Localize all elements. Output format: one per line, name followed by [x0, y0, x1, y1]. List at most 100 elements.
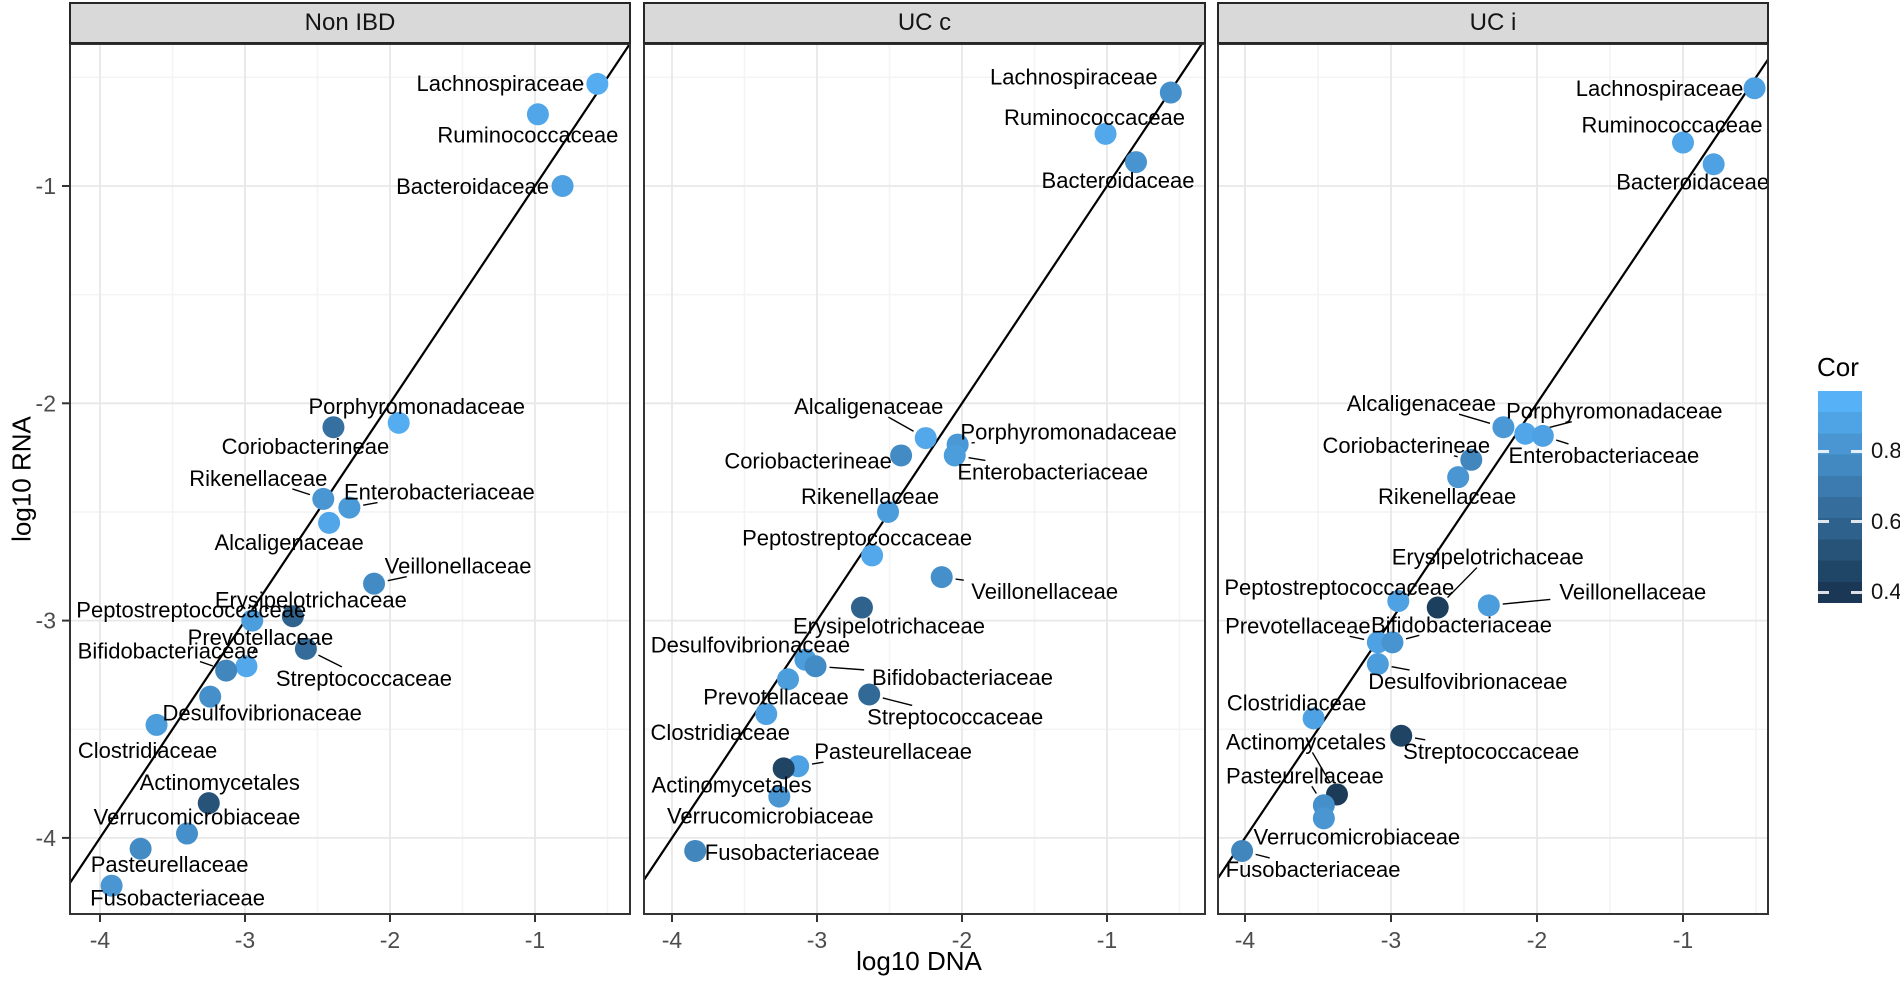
y-tick-label: -3 — [36, 608, 56, 634]
label-leader-line — [1405, 634, 1420, 640]
data-point-veillonellaceae — [930, 566, 953, 589]
data-point-veillonellaceae — [1477, 594, 1500, 617]
data-point-enterobacteriaceae — [338, 496, 361, 519]
point-label-desulfovibrionaceae: Desulfovibrionaceae — [163, 701, 362, 726]
label-leader-line — [1255, 853, 1270, 859]
point-label-bifidobacteriaceae: Bifidobacteriaceae — [78, 639, 259, 664]
point-label-enterobacteriaceae: Enterobacteriaceae — [1508, 443, 1699, 468]
point-label-fusobacteriaceae: Fusobacteriaceae — [705, 840, 880, 865]
data-point-ruminococcaceae — [526, 103, 549, 126]
x-tick-label: -4 — [1235, 927, 1256, 953]
label-leader-line — [292, 488, 311, 496]
y-tick-label: -2 — [36, 390, 56, 416]
data-point-fusobacteriaceae — [684, 839, 707, 862]
y-tick-label: -1 — [36, 173, 56, 199]
x-tick-label: -2 — [380, 927, 400, 953]
data-point-bifidobacteriaceae — [215, 659, 238, 682]
data-point-erysipelotrichaceae — [281, 605, 304, 628]
label-leader-line — [318, 654, 343, 668]
legend-tick-mark — [1818, 449, 1829, 453]
data-point-erysipelotrichaceae — [1426, 596, 1449, 619]
point-label-alcaligenaceae: Alcaligenaceae — [1347, 391, 1496, 416]
facet-strip-non-ibd: Non IBD — [69, 2, 631, 44]
point-label-clostridiaceae: Clostridiaceae — [78, 738, 217, 763]
legend-tick-mark — [1818, 590, 1829, 594]
label-leader-line — [1453, 455, 1458, 458]
data-point-rikenellaceae — [1447, 466, 1470, 489]
point-label-actinomycetales: Actinomycetales — [140, 770, 300, 795]
point-label-fusobacteriaceae: Fusobacteriaceae — [1226, 857, 1401, 882]
x-tick-label: -1 — [1673, 927, 1693, 953]
point-label-prevotellaceae: Prevotellaceae — [188, 625, 334, 650]
point-label-lachnospiraceae: Lachnospiraceae — [417, 71, 585, 96]
legend-tick-label: 0.4 — [1871, 579, 1900, 605]
point-label-porphyromonadaceae: Porphyromonadaceae — [960, 420, 1176, 445]
x-tick-label: -2 — [952, 927, 972, 953]
data-point-fusobacteriaceae — [1231, 839, 1254, 862]
x-tick-label: -2 — [1527, 927, 1547, 953]
x-tick-label: -3 — [235, 927, 255, 953]
point-label-prevotellaceae: Prevotellaceae — [1225, 613, 1371, 638]
data-point-ruminococcaceae — [1672, 131, 1694, 154]
data-point-clostridiaceae — [1302, 707, 1325, 730]
data-point-clostridiaceae — [145, 713, 168, 736]
point-label-veillonellaceae: Veillonellaceae — [971, 579, 1118, 604]
label-leader-line — [888, 416, 914, 432]
label-leader-line — [1414, 737, 1426, 741]
data-point-bifidobacteriaceae — [1381, 631, 1404, 654]
label-leader-line — [1458, 413, 1491, 424]
point-label-pasteurellaceae: Pasteurellaceae — [814, 739, 972, 764]
data-point-bacteroidaceae — [551, 175, 574, 197]
data-point-streptococcaceae — [858, 683, 881, 706]
legend-tick-mark — [1851, 520, 1862, 524]
point-label-fusobacteriaceae: Fusobacteriaceae — [90, 886, 265, 911]
point-label-bacteroidaceae: Bacteroidaceae — [396, 174, 549, 199]
data-point-rikenellaceae — [312, 487, 335, 510]
point-label-streptococcaceae: Streptococcaceae — [867, 704, 1043, 729]
data-point-rikenellaceae — [877, 500, 900, 523]
point-label-clostridiaceae: Clostridiaceae — [651, 720, 790, 745]
point-label-lachnospiraceae: Lachnospiraceae — [990, 65, 1158, 90]
point-label-rikenellaceae: Rikenellaceae — [801, 484, 939, 509]
data-point-porphyromonadaceae — [387, 411, 410, 434]
data-point-coriobacterineae — [890, 444, 913, 467]
point-label-clostridiaceae: Clostridiaceae — [1227, 690, 1366, 715]
x-tick-label: -1 — [525, 927, 545, 953]
data-point-alcaligenaceae — [318, 511, 341, 534]
data-point-bacteroidaceae — [1125, 151, 1147, 174]
data-point-erysipelotrichaceae — [850, 596, 873, 619]
data-point-veillonellaceae — [363, 572, 386, 595]
facet-strip-label: UC c — [897, 9, 952, 36]
point-label-alcaligenaceae: Alcaligenaceae — [214, 530, 363, 555]
point-label-bifidobacteriaceae: Bifidobacteriaceae — [1371, 612, 1552, 637]
panel-border — [643, 43, 1206, 915]
facet-strip-label: Non IBD — [304, 9, 396, 36]
data-point-prevotellaceae — [777, 668, 799, 691]
data-point-porphyromonadaceae — [1514, 422, 1537, 445]
data-point-verrucomicrobiaceae — [176, 822, 198, 845]
data-point-bacteroidaceae — [1702, 153, 1725, 176]
data-point-desulfovibrionaceae — [1366, 653, 1389, 676]
point-label-coriobacterineae: Coriobacterineae — [222, 434, 390, 459]
facet-panel-non-ibd: Lachnospiraceae Ruminococcaceae Bacteroida… — [69, 43, 631, 953]
data-point-enterobacteriaceae — [943, 444, 966, 467]
data-point-peptostreptococcaceae — [1387, 590, 1410, 613]
point-label-peptostreptococcaceae: Peptostreptococcaceae — [1224, 575, 1454, 600]
point-label-desulfovibrionaceae: Desulfovibrionaceae — [1368, 669, 1567, 694]
point-label-pasteurellaceae: Pasteurellaceae — [1226, 763, 1384, 788]
legend-gradient-bar — [1818, 391, 1862, 603]
label-leader-line — [363, 501, 378, 506]
data-point-prevotellaceae — [235, 655, 258, 678]
point-label-peptostreptococcaceae: Peptostreptococcaceae — [76, 598, 306, 623]
point-label-erysipelotrichaceae: Erysipelotrichaceae — [1392, 545, 1584, 570]
label-leader-line — [251, 647, 256, 654]
data-point-actinomycetales — [197, 792, 220, 815]
point-label-verrucomicrobiaceae: Verrucomicrobiaceae — [1254, 824, 1461, 849]
y-axis-title: log10 RNA — [6, 416, 37, 542]
point-label-prevotellaceae: Prevotellaceae — [703, 684, 849, 709]
identity-line — [643, 43, 1203, 881]
legend-tick-label: 0.6 — [1871, 508, 1900, 534]
point-label-coriobacterineae: Coriobacterineae — [1323, 433, 1491, 458]
label-leader-line — [829, 666, 865, 671]
